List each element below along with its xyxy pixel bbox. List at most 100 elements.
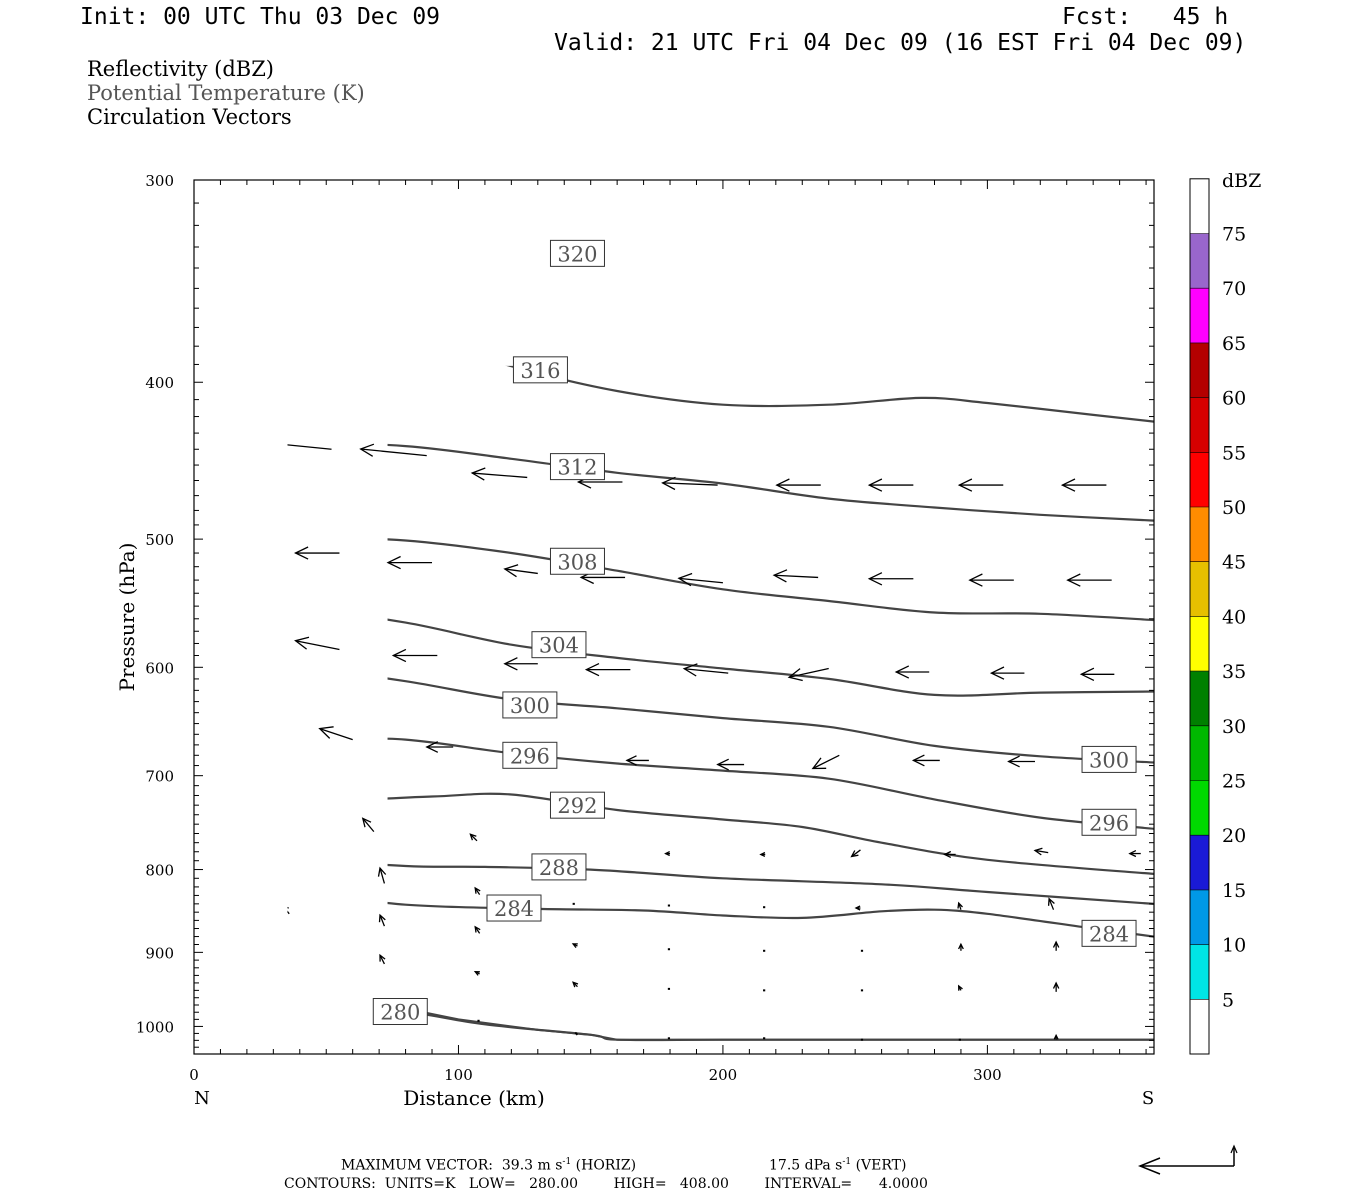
theta-label-text: 320 xyxy=(557,242,597,266)
vector-head xyxy=(1130,851,1136,857)
circulation-vector xyxy=(295,547,339,559)
circulation-vector xyxy=(260,801,273,830)
colorbar-segment xyxy=(1190,725,1209,781)
vector-head xyxy=(318,342,331,354)
vector-head xyxy=(777,479,790,491)
circulation-vector xyxy=(959,986,963,991)
circulation-vector xyxy=(573,982,578,987)
theta-label-text: 296 xyxy=(1089,811,1129,835)
x-tick-label: 300 xyxy=(973,1066,1002,1084)
circulation-vector xyxy=(945,852,956,858)
end-label-south: S xyxy=(1142,1088,1154,1109)
vector-shaft xyxy=(1049,899,1053,910)
vector-head xyxy=(386,250,399,262)
circulation-vector xyxy=(1081,668,1114,680)
circulation-vector xyxy=(826,380,892,392)
theta-label-box xyxy=(549,239,605,267)
field-reflectivity: Reflectivity (dBZ) xyxy=(87,57,275,81)
vector-shaft xyxy=(831,276,908,280)
vector-shaft xyxy=(1035,850,1048,852)
vector-shaft xyxy=(280,859,287,879)
max-vector-vertical: 17.5 dPa s-1 (VERT) xyxy=(769,1157,907,1174)
vector-head xyxy=(475,888,480,894)
vector-head xyxy=(1017,381,1030,393)
colorbar-label: 5 xyxy=(1222,989,1234,1011)
colorbar-segment xyxy=(1190,999,1209,1054)
circulation-vector xyxy=(991,667,1024,679)
theta-label-text: 316 xyxy=(520,359,560,383)
vector-head xyxy=(379,868,386,877)
circulation-vector xyxy=(108,329,207,343)
vector-shaft xyxy=(386,255,485,264)
circulation-vector xyxy=(714,267,802,279)
circulation-vector xyxy=(318,248,406,260)
colorbar-segment xyxy=(1190,507,1209,562)
vector-head xyxy=(1068,574,1081,586)
vector-shaft xyxy=(203,631,247,651)
circulation-vector xyxy=(1035,848,1048,855)
vector-head xyxy=(203,631,217,642)
colorbar-segment xyxy=(1190,288,1209,343)
vector-head xyxy=(991,667,1004,679)
vector-head xyxy=(573,982,578,987)
theta-contour-312 xyxy=(194,443,1154,521)
vector-head xyxy=(296,637,310,649)
theta-label: 300 xyxy=(502,691,558,719)
circulation-vector xyxy=(627,756,649,765)
vector-shaft xyxy=(260,801,273,830)
circulation-vector xyxy=(1062,479,1106,491)
vector-head xyxy=(813,758,826,769)
vector-head xyxy=(666,852,670,856)
circulation-vector xyxy=(1130,851,1141,857)
theta-label-text: 296 xyxy=(510,744,550,768)
vector-head xyxy=(1054,983,1059,989)
circulation-vector xyxy=(1017,381,1083,393)
vector-head xyxy=(913,755,924,766)
circulation-vector xyxy=(573,944,578,948)
circulation-vector xyxy=(1054,983,1059,992)
circulation-vector xyxy=(718,759,744,770)
colorbar-label: 25 xyxy=(1222,771,1246,793)
vector-head xyxy=(380,915,386,922)
vector-head xyxy=(283,905,289,912)
circulation-vector xyxy=(1049,899,1055,910)
vector-head xyxy=(948,274,961,286)
colorbar-label: 60 xyxy=(1222,388,1246,410)
vector-shaft xyxy=(363,818,374,831)
vector-head xyxy=(423,358,436,370)
vector-shaft xyxy=(505,569,538,573)
vector-shaft xyxy=(774,575,818,577)
theta-label-text: 304 xyxy=(539,634,579,658)
plot-frame xyxy=(193,179,1155,1055)
colorbar-segment xyxy=(1190,889,1209,945)
circulation-vector xyxy=(470,834,477,841)
circulation-vector xyxy=(203,631,247,651)
vector-head xyxy=(475,972,480,976)
vector-shaft xyxy=(714,272,802,279)
x-axis-title: Distance (km) xyxy=(403,1086,545,1110)
y-tick-label: 1000 xyxy=(136,1018,174,1036)
circulation-vector xyxy=(380,955,385,964)
vector-head xyxy=(393,649,406,661)
vector-head xyxy=(761,853,765,857)
vector-head xyxy=(1009,756,1020,767)
colorbar-label: 75 xyxy=(1222,224,1246,246)
vector-head xyxy=(427,742,438,753)
theta-label: 296 xyxy=(502,741,558,769)
vector-shaft xyxy=(663,483,718,485)
colorbar-segment xyxy=(1190,178,1209,234)
y-tick-label: 600 xyxy=(145,659,174,677)
circulation-vector xyxy=(896,666,929,678)
colorbar-segment xyxy=(1190,452,1209,507)
vector-head xyxy=(318,248,331,260)
colorbar-label: 65 xyxy=(1222,333,1246,355)
vector-head xyxy=(869,573,882,585)
circulation-vector xyxy=(1054,942,1059,951)
circulation-vector xyxy=(224,716,257,742)
contour-info: CONTOURS: UNITS=K LOW= 280.00 HIGH= 408.… xyxy=(284,1176,928,1192)
y-axis-title: Pressure (hPa) xyxy=(115,543,139,692)
vector-head xyxy=(714,267,727,279)
circulation-vector xyxy=(203,538,247,550)
vector-shaft xyxy=(622,270,710,274)
circulation-vector xyxy=(777,479,821,491)
